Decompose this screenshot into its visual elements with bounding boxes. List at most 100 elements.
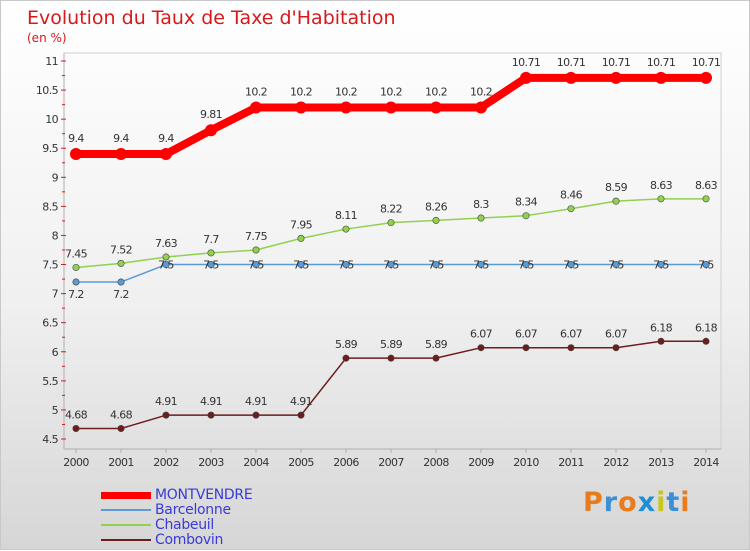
data-label-barcelonne: 7.5 <box>158 259 174 272</box>
data-point-chabeuil <box>342 225 350 233</box>
data-label-combovin: 4.68 <box>65 409 88 422</box>
x-tick-label: 2013 <box>648 456 674 469</box>
data-point-montvendre <box>250 101 262 114</box>
data-label-chabeuil: 8.63 <box>695 179 718 192</box>
data-label-chabeuil: 8.11 <box>335 209 357 222</box>
x-tick-label: 2008 <box>423 456 449 469</box>
data-label-montvendre: 10.2 <box>380 86 402 99</box>
data-label-barcelonne: 7.5 <box>698 259 714 272</box>
data-label-barcelonne: 7.5 <box>383 259 399 272</box>
y-tick-label: 8.5 <box>42 200 58 213</box>
data-label-montvendre: 10.2 <box>425 86 447 99</box>
data-point-barcelonne <box>342 261 350 269</box>
legend-item-montvendre: MONTVENDRE <box>101 487 253 503</box>
legend-swatch-chabeuil <box>101 524 151 526</box>
series-line-combovin <box>75 340 707 430</box>
data-label-combovin: 5.89 <box>380 338 403 351</box>
data-label-montvendre: 9.4 <box>113 132 129 145</box>
data-point-barcelonne <box>297 261 305 269</box>
data-point-montvendre <box>610 71 622 84</box>
data-label-combovin: 4.68 <box>110 409 133 422</box>
data-label-chabeuil: 7.45 <box>65 247 88 260</box>
data-label-montvendre: 10.71 <box>602 56 631 69</box>
x-tick-label: 2007 <box>378 456 404 469</box>
x-tick-label: 2004 <box>243 456 269 469</box>
data-label-barcelonne: 7.5 <box>518 259 534 272</box>
data-point-combovin <box>162 411 170 419</box>
data-point-chabeuil <box>72 263 80 271</box>
data-label-barcelonne: 7.5 <box>473 259 489 272</box>
data-point-montvendre <box>160 148 172 161</box>
x-tick-label: 2000 <box>63 456 89 469</box>
data-point-montvendre <box>205 124 217 137</box>
data-point-barcelonne <box>432 261 440 269</box>
data-label-chabeuil: 8.3 <box>473 198 489 211</box>
data-point-combovin <box>612 344 620 352</box>
data-label-chabeuil: 7.52 <box>110 243 132 256</box>
data-label-barcelonne: 7.5 <box>563 259 579 272</box>
data-point-chabeuil <box>207 249 215 257</box>
logo-letter: i <box>680 487 691 518</box>
data-label-barcelonne: 7.5 <box>608 259 624 272</box>
data-label-chabeuil: 8.59 <box>605 181 628 194</box>
data-point-barcelonne <box>477 261 485 269</box>
logo-letter: t <box>666 487 681 518</box>
data-point-montvendre <box>115 148 127 161</box>
legend-swatch-barcelonne <box>101 509 151 511</box>
data-point-chabeuil <box>522 212 530 220</box>
data-point-chabeuil <box>387 219 395 227</box>
chart-unit: (en %) <box>27 31 67 45</box>
data-label-montvendre: 9.4 <box>68 132 84 145</box>
y-tick-label: 10.5 <box>36 84 59 97</box>
data-point-combovin <box>657 337 665 345</box>
data-label-montvendre: 10.71 <box>647 56 676 69</box>
data-point-barcelonne <box>387 261 395 269</box>
data-point-barcelonne <box>522 261 530 269</box>
data-label-chabeuil: 8.63 <box>650 179 673 192</box>
data-point-barcelonne <box>657 261 665 269</box>
data-label-chabeuil: 8.26 <box>425 200 448 213</box>
data-label-combovin: 5.89 <box>425 338 448 351</box>
data-point-combovin <box>432 354 440 362</box>
legend-label-barcelonne: Barcelonne <box>155 502 231 518</box>
y-tick-label: 5.5 <box>42 375 58 388</box>
data-label-chabeuil: 7.95 <box>290 218 313 231</box>
data-label-chabeuil: 8.46 <box>560 189 583 202</box>
data-point-montvendre <box>700 71 712 84</box>
data-point-chabeuil <box>657 195 665 203</box>
data-point-barcelonne <box>567 261 575 269</box>
data-label-barcelonne: 7.2 <box>113 288 129 301</box>
proxiti-logo: Proxiti <box>583 487 691 518</box>
data-point-montvendre <box>565 71 577 84</box>
data-label-barcelonne: 7.2 <box>68 288 84 301</box>
data-label-chabeuil: 8.34 <box>515 196 538 209</box>
data-label-montvendre: 10.71 <box>512 56 541 69</box>
data-point-combovin <box>297 411 305 419</box>
data-point-combovin <box>387 354 395 362</box>
data-label-combovin: 6.07 <box>470 328 493 341</box>
data-label-montvendre: 10.2 <box>470 86 492 99</box>
data-label-montvendre: 10.2 <box>335 86 357 99</box>
data-label-combovin: 4.91 <box>245 395 267 408</box>
logo-letter: i <box>656 487 667 518</box>
data-point-barcelonne <box>162 261 170 269</box>
logo-letter: P <box>583 487 604 518</box>
data-point-combovin <box>702 337 710 345</box>
x-tick-label: 2012 <box>603 456 629 469</box>
data-label-combovin: 6.07 <box>515 328 538 341</box>
data-label-montvendre: 10.2 <box>245 86 267 99</box>
y-tick-label: 4.5 <box>42 433 58 446</box>
data-label-combovin: 6.07 <box>560 328 583 341</box>
data-point-combovin <box>117 425 125 433</box>
legend-item-combovin: Combovin <box>101 532 223 548</box>
data-label-barcelonne: 7.5 <box>248 259 264 272</box>
data-point-chabeuil <box>117 259 125 267</box>
data-label-combovin: 6.07 <box>605 328 628 341</box>
data-point-chabeuil <box>477 214 485 222</box>
logo-letter: r <box>603 487 619 518</box>
data-point-barcelonne <box>117 278 125 286</box>
data-label-barcelonne: 7.5 <box>653 259 669 272</box>
data-label-barcelonne: 7.5 <box>293 259 309 272</box>
data-point-montvendre <box>385 101 397 114</box>
x-tick-label: 2011 <box>558 456 584 469</box>
